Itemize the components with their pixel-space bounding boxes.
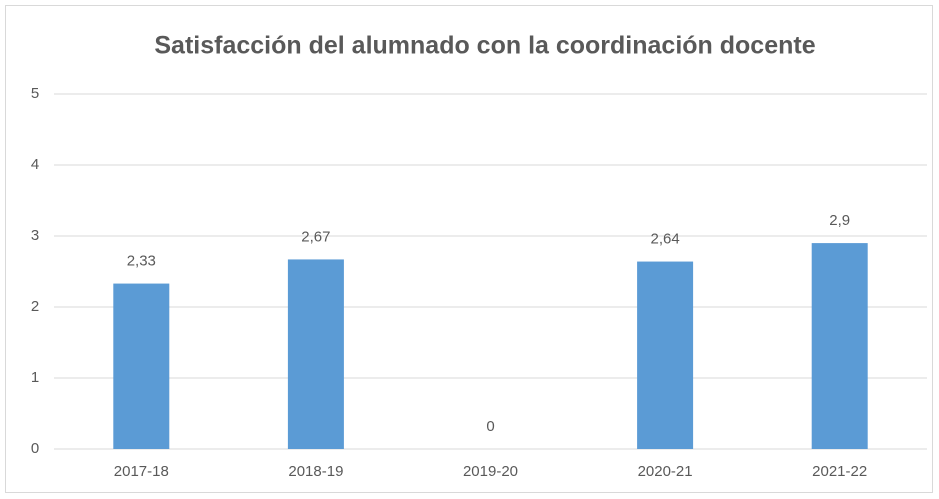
data-label: 0	[486, 418, 494, 435]
chart-title: Satisfacción del alumnado con la coordin…	[154, 32, 815, 60]
bar	[637, 261, 694, 449]
y-tick-label: 0	[31, 440, 39, 457]
bar	[287, 259, 344, 449]
bar	[113, 283, 170, 449]
data-label: 2,33	[127, 253, 156, 270]
y-tick-label: 4	[31, 156, 39, 173]
x-tick-label: 2021-22	[812, 463, 867, 480]
y-tick-label: 2	[31, 298, 39, 315]
bar	[811, 243, 868, 449]
x-tick-label: 2018-19	[288, 463, 343, 480]
y-tick-label: 5	[31, 85, 39, 102]
y-tick-label: 1	[31, 369, 39, 386]
x-tick-label: 2019-20	[463, 463, 518, 480]
data-label: 2,64	[650, 231, 679, 248]
data-label: 2,67	[301, 228, 330, 245]
x-tick-label: 2020-21	[638, 463, 693, 480]
y-tick-label: 3	[31, 227, 39, 244]
x-tick-label: 2017-18	[114, 463, 169, 480]
data-label: 2,9	[829, 212, 850, 229]
